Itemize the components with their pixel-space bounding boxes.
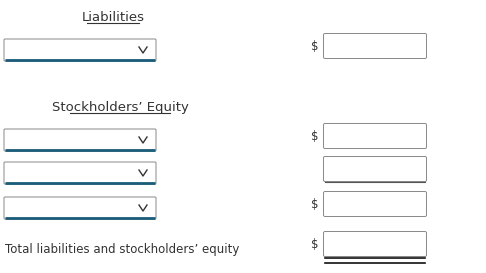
Text: $: $	[311, 129, 318, 143]
FancyBboxPatch shape	[324, 34, 427, 58]
FancyBboxPatch shape	[324, 156, 427, 182]
FancyBboxPatch shape	[4, 39, 156, 61]
FancyBboxPatch shape	[324, 232, 427, 257]
Text: $: $	[311, 197, 318, 210]
Text: Stockholders’ Equity: Stockholders’ Equity	[52, 101, 189, 114]
FancyBboxPatch shape	[4, 162, 156, 184]
Text: Total liabilities and stockholders’ equity: Total liabilities and stockholders’ equi…	[5, 242, 240, 256]
FancyBboxPatch shape	[4, 129, 156, 151]
FancyBboxPatch shape	[324, 123, 427, 149]
Text: $: $	[311, 40, 318, 52]
FancyBboxPatch shape	[324, 191, 427, 216]
Text: $: $	[311, 238, 318, 251]
FancyBboxPatch shape	[4, 197, 156, 219]
Text: Liabilities: Liabilities	[82, 11, 144, 24]
